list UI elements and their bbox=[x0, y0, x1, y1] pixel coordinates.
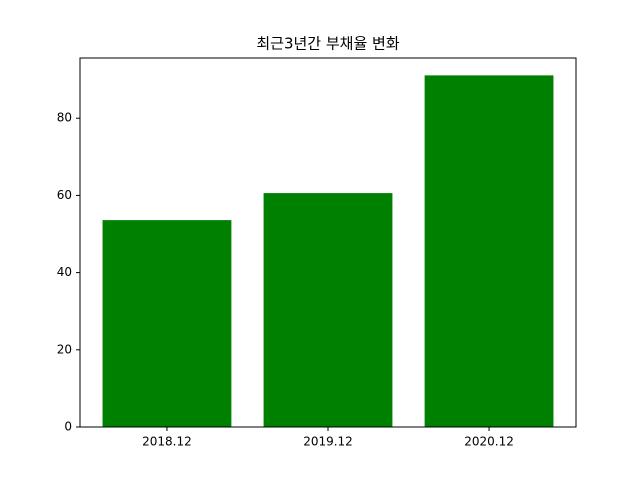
y-tick-label: 80 bbox=[57, 111, 72, 125]
y-tick-label: 40 bbox=[57, 265, 72, 279]
bar bbox=[102, 220, 232, 427]
bar bbox=[263, 193, 393, 427]
chart-title: 최근3년간 부채율 변화 bbox=[256, 35, 399, 53]
plot-frame bbox=[79, 57, 577, 428]
x-tick-label: 2019.12 bbox=[303, 435, 353, 449]
bar bbox=[424, 75, 554, 427]
y-tick-label: 60 bbox=[57, 188, 72, 202]
y-tick-label: 0 bbox=[64, 420, 72, 434]
x-tick-label: 2020.12 bbox=[464, 435, 514, 449]
x-tick-label: 2018.12 bbox=[142, 435, 192, 449]
y-tick-label: 20 bbox=[57, 342, 72, 356]
